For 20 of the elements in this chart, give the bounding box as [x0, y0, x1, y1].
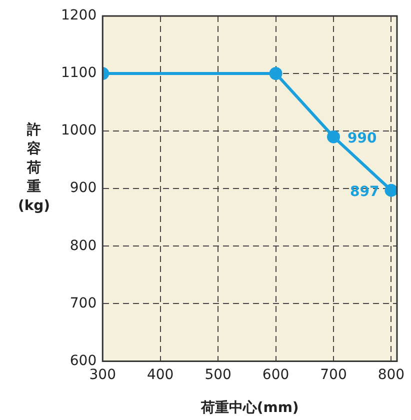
point: [384, 184, 397, 197]
data-label: 897: [350, 184, 380, 200]
x-tick-label: 600: [262, 367, 290, 384]
x-tick-label: 800: [378, 367, 405, 384]
y-tick-label: 900: [70, 180, 97, 196]
x-axis-title: 荷重中心(mm): [200, 399, 299, 416]
point: [327, 130, 340, 144]
y-tick-label: 1000: [60, 122, 97, 139]
y-tick-label: 700: [70, 295, 97, 312]
data-label: 990: [348, 130, 377, 146]
y-tick-label: 800: [70, 238, 97, 254]
y-tick-label: 1100: [60, 65, 97, 82]
x-tick-label: 300: [89, 367, 116, 384]
point: [269, 67, 282, 80]
x-tick-label: 700: [320, 367, 347, 384]
x-tick-label: 400: [146, 367, 174, 384]
y-tick-label: 1200: [60, 8, 97, 24]
x-tick-label: 500: [204, 367, 232, 384]
y-axis-title: 許容荷重(kg): [18, 121, 50, 214]
y-tick-label: 600: [70, 352, 97, 369]
